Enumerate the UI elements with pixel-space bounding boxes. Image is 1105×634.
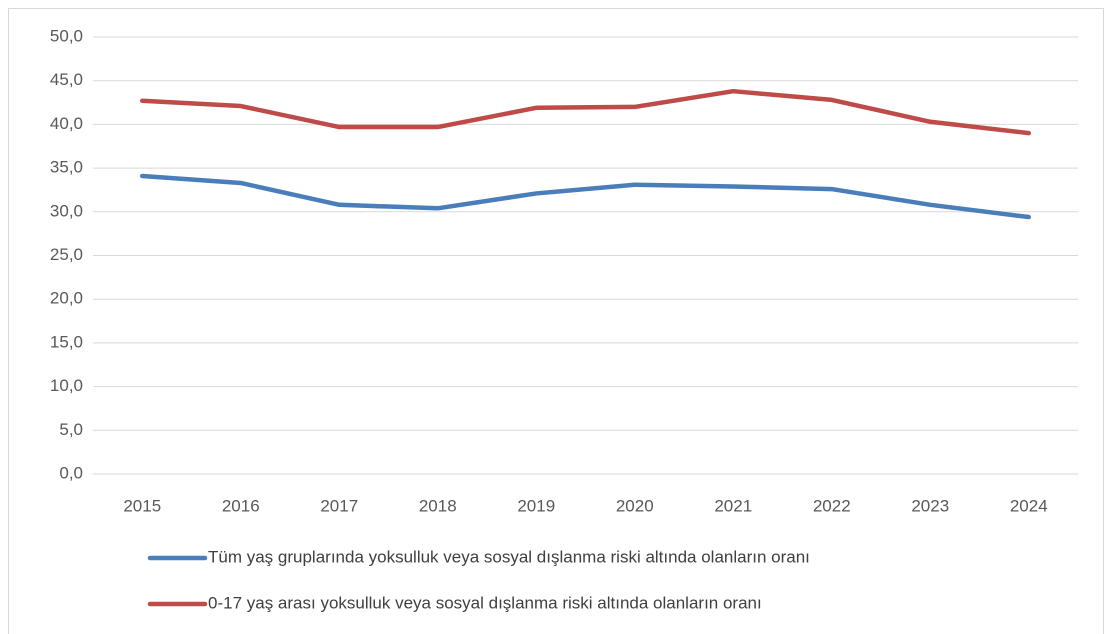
legend: Tüm yaş gruplarında yoksulluk veya sosya… bbox=[147, 547, 810, 612]
x-tick-label: 2016 bbox=[222, 496, 260, 515]
x-tick-label: 2021 bbox=[714, 496, 752, 515]
y-tick-label: 35,0 bbox=[50, 158, 83, 177]
series-line bbox=[140, 88, 1031, 136]
chart-border bbox=[8, 8, 1104, 634]
y-tick-label: 25,0 bbox=[50, 245, 83, 264]
y-tick-label: 5,0 bbox=[59, 420, 83, 439]
legend-label: 0-17 yaş arası yoksulluk veya sosyal dış… bbox=[208, 593, 762, 612]
y-tick-label: 15,0 bbox=[50, 332, 83, 351]
x-tick-label: 2017 bbox=[320, 496, 358, 515]
y-tick-label: 0,0 bbox=[59, 463, 83, 482]
y-tick-label: 40,0 bbox=[50, 114, 83, 133]
y-tick-label: 45,0 bbox=[50, 70, 83, 89]
y-tick-label: 10,0 bbox=[50, 376, 83, 395]
x-tick-label: 2020 bbox=[616, 496, 654, 515]
y-tick-label: 20,0 bbox=[50, 289, 83, 308]
x-tick-label: 2018 bbox=[419, 496, 457, 515]
series-line bbox=[140, 173, 1031, 220]
y-tick-label: 50,0 bbox=[50, 26, 83, 45]
x-tick-label: 2023 bbox=[911, 496, 949, 515]
x-tick-label: 2015 bbox=[123, 496, 161, 515]
x-tick-label: 2024 bbox=[1010, 496, 1048, 515]
x-tick-label: 2022 bbox=[813, 496, 851, 515]
legend-label: Tüm yaş gruplarında yoksulluk veya sosya… bbox=[208, 547, 810, 566]
y-tick-label: 30,0 bbox=[50, 201, 83, 220]
x-tick-label: 2019 bbox=[517, 496, 555, 515]
